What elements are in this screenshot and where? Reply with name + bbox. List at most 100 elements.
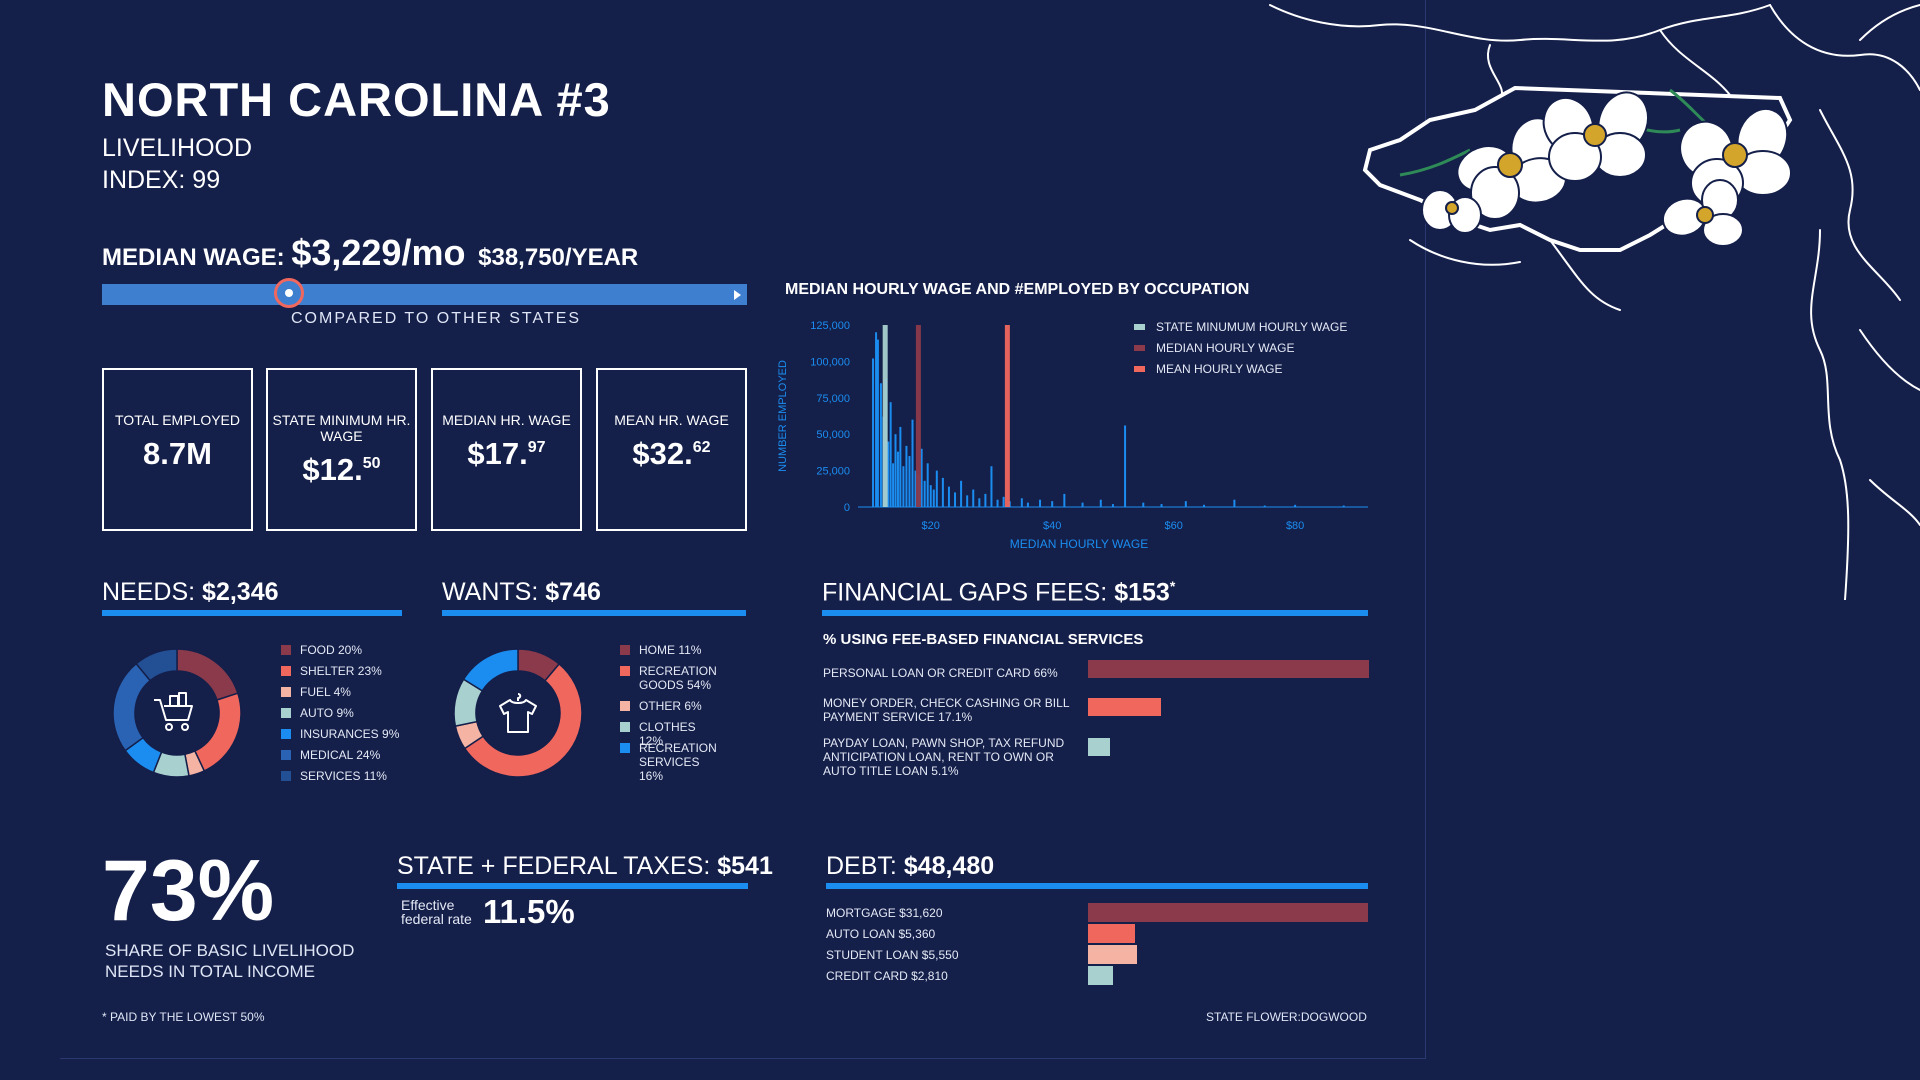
occupation-bar bbox=[1081, 502, 1084, 507]
frame-divider-vertical bbox=[1425, 0, 1426, 1059]
stat-box-median-wage: MEDIAN HR. WAGE $17.97 bbox=[431, 368, 582, 531]
stat-box-total-employed: TOTAL EMPLOYED 8.7M bbox=[102, 368, 253, 531]
state-position-marker bbox=[274, 278, 305, 308]
needs-slice bbox=[193, 692, 242, 772]
occupation-bar bbox=[966, 495, 969, 507]
wants-legend-item: OTHER 6% bbox=[620, 699, 715, 713]
needs-slice bbox=[112, 662, 152, 752]
wants-legend-item: RECREATION GOODS 54% bbox=[620, 664, 717, 692]
occupation-bar bbox=[902, 466, 905, 507]
y-tick-label: 50,000 bbox=[816, 429, 850, 441]
y-tick-label: 25,000 bbox=[816, 466, 850, 478]
occupation-bar bbox=[990, 466, 993, 507]
debt-bar bbox=[1088, 966, 1113, 985]
median-wage-monthly: $3,229/mo bbox=[291, 232, 466, 273]
financial-gaps-subtitle: % USING FEE-BASED FINANCIAL SERVICES bbox=[823, 631, 1144, 648]
needs-legend-swatch bbox=[281, 666, 291, 676]
occupation-bar bbox=[926, 463, 929, 507]
debt-label: STUDENT LOAN $5,550 bbox=[826, 948, 959, 962]
t-shirt-icon bbox=[499, 693, 537, 733]
wants-slice bbox=[462, 648, 519, 692]
effective-rate-label: Effective federal rate bbox=[401, 897, 472, 927]
occupation-bar bbox=[1124, 425, 1127, 507]
stat-label: MEDIAN HR. WAGE bbox=[442, 412, 571, 428]
occupation-bar bbox=[1184, 501, 1187, 507]
wants-legend-swatch bbox=[620, 666, 630, 676]
occupation-bar bbox=[908, 456, 911, 507]
wants-legend-item: CLOTHES 12% bbox=[620, 720, 715, 748]
median-wage-yearly: $38,750/YEAR bbox=[478, 244, 639, 271]
debt-heading: DEBT: $48,480 bbox=[826, 852, 995, 880]
needs-legend-label: SHELTER 23% bbox=[300, 664, 382, 678]
taxes-rule bbox=[397, 883, 748, 889]
needs-legend-item: FUEL 4% bbox=[281, 685, 411, 699]
occupation-bar bbox=[1020, 498, 1023, 507]
debt-bar bbox=[1088, 945, 1138, 964]
needs-legend-label: AUTO 9% bbox=[300, 706, 354, 720]
frame-divider-horizontal bbox=[60, 1058, 1426, 1059]
needs-legend-item: FOOD 20% bbox=[281, 643, 411, 657]
reference-line bbox=[915, 325, 921, 507]
shopping-cart-icon bbox=[154, 692, 193, 731]
needs-legend-swatch bbox=[281, 750, 291, 760]
wants-rule bbox=[442, 610, 746, 616]
occupation-bar bbox=[996, 499, 999, 507]
stat-value: $32.62 bbox=[632, 436, 711, 471]
occupation-bar bbox=[941, 477, 944, 507]
occupation-bar bbox=[923, 480, 926, 507]
effective-rate-value: 11.5% bbox=[483, 893, 575, 930]
occupation-bar bbox=[1002, 496, 1005, 507]
needs-legend-swatch bbox=[281, 687, 291, 697]
stat-label: STATE MINIMUM HR. WAGE bbox=[272, 412, 411, 444]
occupation-bar bbox=[1051, 501, 1054, 507]
financial-gap-bar bbox=[1088, 738, 1110, 756]
needs-legend-label: SERVICES 11% bbox=[300, 769, 387, 783]
occupation-bar bbox=[1111, 504, 1114, 507]
financial-gaps-rule bbox=[822, 610, 1368, 616]
occupation-bar bbox=[879, 383, 882, 507]
index-line: INDEX: 99 bbox=[102, 166, 221, 194]
comparison-bar bbox=[102, 284, 747, 305]
occupation-bar bbox=[914, 470, 917, 507]
stat-label: MEAN HR. WAGE bbox=[614, 412, 729, 428]
wants-legend-swatch bbox=[620, 645, 630, 655]
reference-line bbox=[882, 325, 888, 507]
occupation-bar bbox=[887, 441, 890, 507]
legend-label: MEDIAN HOURLY WAGE bbox=[1156, 341, 1294, 355]
y-tick-label: 0 bbox=[844, 502, 850, 514]
financial-gap-bar bbox=[1088, 698, 1161, 716]
financial-gaps-heading: FINANCIAL GAPS FEES: $153* bbox=[822, 578, 1176, 607]
page-title: NORTH CAROLINA #3 bbox=[102, 73, 611, 126]
footnote: * PAID BY THE LOWEST 50% bbox=[102, 1010, 265, 1024]
y-axis-label: NUMBER EMPLOYED bbox=[777, 360, 789, 472]
occupation-bar bbox=[960, 480, 963, 507]
needs-legend-swatch bbox=[281, 729, 291, 739]
needs-legend-label: FOOD 20% bbox=[300, 643, 363, 657]
financial-gap-bar bbox=[1088, 660, 1369, 678]
occupation-bar bbox=[1039, 499, 1042, 507]
occupation-bar bbox=[1142, 502, 1145, 507]
occupation-bar bbox=[929, 485, 932, 507]
y-tick-label: 100,000 bbox=[810, 356, 850, 368]
legend-swatch bbox=[1134, 366, 1145, 372]
y-tick-label: 125,000 bbox=[810, 320, 850, 332]
occupation-bar bbox=[972, 489, 975, 507]
occupation-bar bbox=[984, 493, 987, 507]
needs-legend-label: MEDICAL 24% bbox=[300, 748, 381, 762]
needs-legend-swatch bbox=[281, 645, 291, 655]
arrow-right-icon bbox=[734, 290, 741, 300]
needs-legend-label: INSURANCES 9% bbox=[300, 727, 400, 741]
occupation-bar bbox=[892, 463, 895, 507]
wants-legend-label: OTHER 6% bbox=[639, 699, 702, 713]
stat-value: $17.97 bbox=[467, 436, 546, 471]
stat-box-mean-wage: MEAN HR. WAGE $32.62 bbox=[596, 368, 747, 531]
occupation-bar bbox=[1263, 505, 1266, 507]
occupation-bar bbox=[1160, 504, 1163, 507]
wants-legend-label: RECREATION GOODS 54% bbox=[639, 664, 717, 692]
wants-slice bbox=[463, 662, 583, 778]
wants-legend-swatch bbox=[620, 701, 630, 711]
stat-value: 8.7M bbox=[143, 436, 212, 471]
occupation-bar bbox=[1233, 499, 1236, 507]
needs-rule bbox=[102, 610, 402, 616]
occupation-bar bbox=[896, 451, 899, 507]
